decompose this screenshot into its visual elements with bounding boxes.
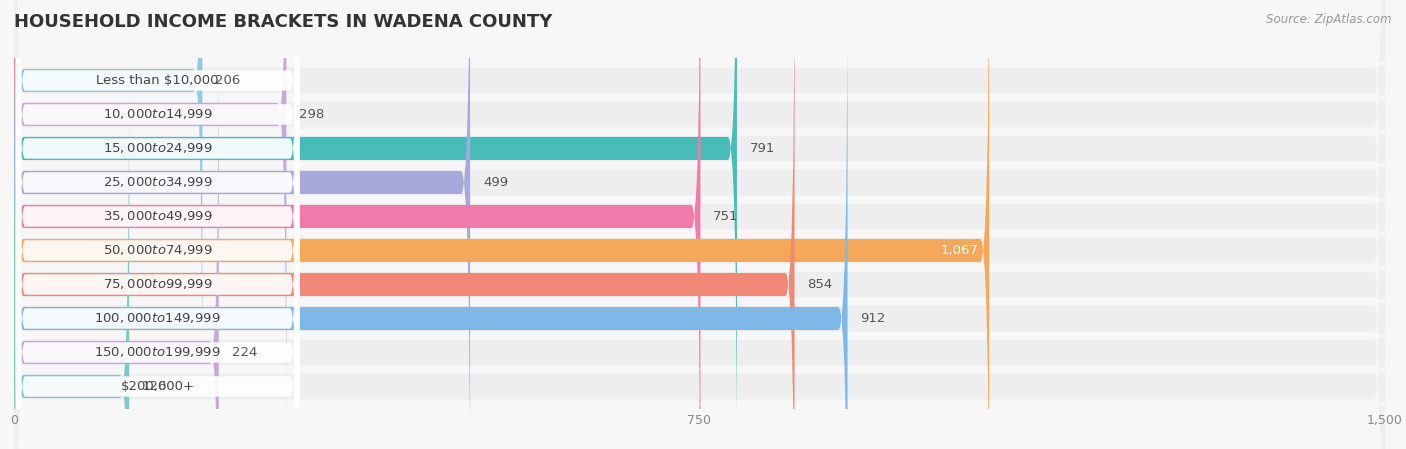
- Text: Source: ZipAtlas.com: Source: ZipAtlas.com: [1267, 13, 1392, 26]
- FancyBboxPatch shape: [14, 0, 794, 449]
- FancyBboxPatch shape: [15, 0, 299, 449]
- FancyBboxPatch shape: [14, 0, 1385, 449]
- Text: 126: 126: [142, 380, 167, 393]
- FancyBboxPatch shape: [14, 0, 1385, 449]
- Text: 206: 206: [215, 74, 240, 87]
- FancyBboxPatch shape: [15, 0, 299, 449]
- FancyBboxPatch shape: [14, 24, 219, 449]
- FancyBboxPatch shape: [14, 0, 1385, 449]
- Text: 224: 224: [232, 346, 257, 359]
- FancyBboxPatch shape: [14, 0, 202, 409]
- Text: $15,000 to $24,999: $15,000 to $24,999: [103, 141, 212, 155]
- FancyBboxPatch shape: [15, 0, 299, 449]
- Text: $75,000 to $99,999: $75,000 to $99,999: [103, 277, 212, 291]
- FancyBboxPatch shape: [14, 0, 1385, 449]
- Text: 751: 751: [713, 210, 738, 223]
- Text: $100,000 to $149,999: $100,000 to $149,999: [94, 312, 221, 326]
- FancyBboxPatch shape: [15, 0, 299, 449]
- FancyBboxPatch shape: [15, 57, 299, 449]
- FancyBboxPatch shape: [15, 0, 299, 449]
- Text: 298: 298: [299, 108, 325, 121]
- FancyBboxPatch shape: [14, 0, 1385, 449]
- Text: $10,000 to $14,999: $10,000 to $14,999: [103, 107, 212, 122]
- Text: $25,000 to $34,999: $25,000 to $34,999: [103, 176, 212, 189]
- Text: $150,000 to $199,999: $150,000 to $199,999: [94, 345, 221, 360]
- Text: 1,067: 1,067: [941, 244, 979, 257]
- Text: $35,000 to $49,999: $35,000 to $49,999: [103, 210, 212, 224]
- Text: HOUSEHOLD INCOME BRACKETS IN WADENA COUNTY: HOUSEHOLD INCOME BRACKETS IN WADENA COUN…: [14, 13, 553, 31]
- FancyBboxPatch shape: [15, 0, 299, 449]
- FancyBboxPatch shape: [14, 0, 1385, 449]
- FancyBboxPatch shape: [14, 0, 287, 443]
- FancyBboxPatch shape: [14, 0, 1385, 449]
- FancyBboxPatch shape: [15, 0, 299, 445]
- FancyBboxPatch shape: [14, 0, 700, 449]
- Text: $200,000+: $200,000+: [121, 380, 194, 393]
- FancyBboxPatch shape: [15, 22, 299, 449]
- FancyBboxPatch shape: [14, 0, 1385, 449]
- FancyBboxPatch shape: [14, 58, 129, 449]
- FancyBboxPatch shape: [15, 0, 299, 410]
- FancyBboxPatch shape: [14, 0, 1385, 449]
- FancyBboxPatch shape: [14, 0, 1385, 449]
- FancyBboxPatch shape: [14, 0, 470, 449]
- Text: $50,000 to $74,999: $50,000 to $74,999: [103, 243, 212, 257]
- FancyBboxPatch shape: [14, 0, 737, 449]
- FancyBboxPatch shape: [14, 0, 990, 449]
- Text: 854: 854: [807, 278, 832, 291]
- Text: 791: 791: [749, 142, 775, 155]
- Text: 499: 499: [482, 176, 508, 189]
- Text: 912: 912: [860, 312, 886, 325]
- Text: Less than $10,000: Less than $10,000: [96, 74, 219, 87]
- FancyBboxPatch shape: [14, 0, 848, 449]
